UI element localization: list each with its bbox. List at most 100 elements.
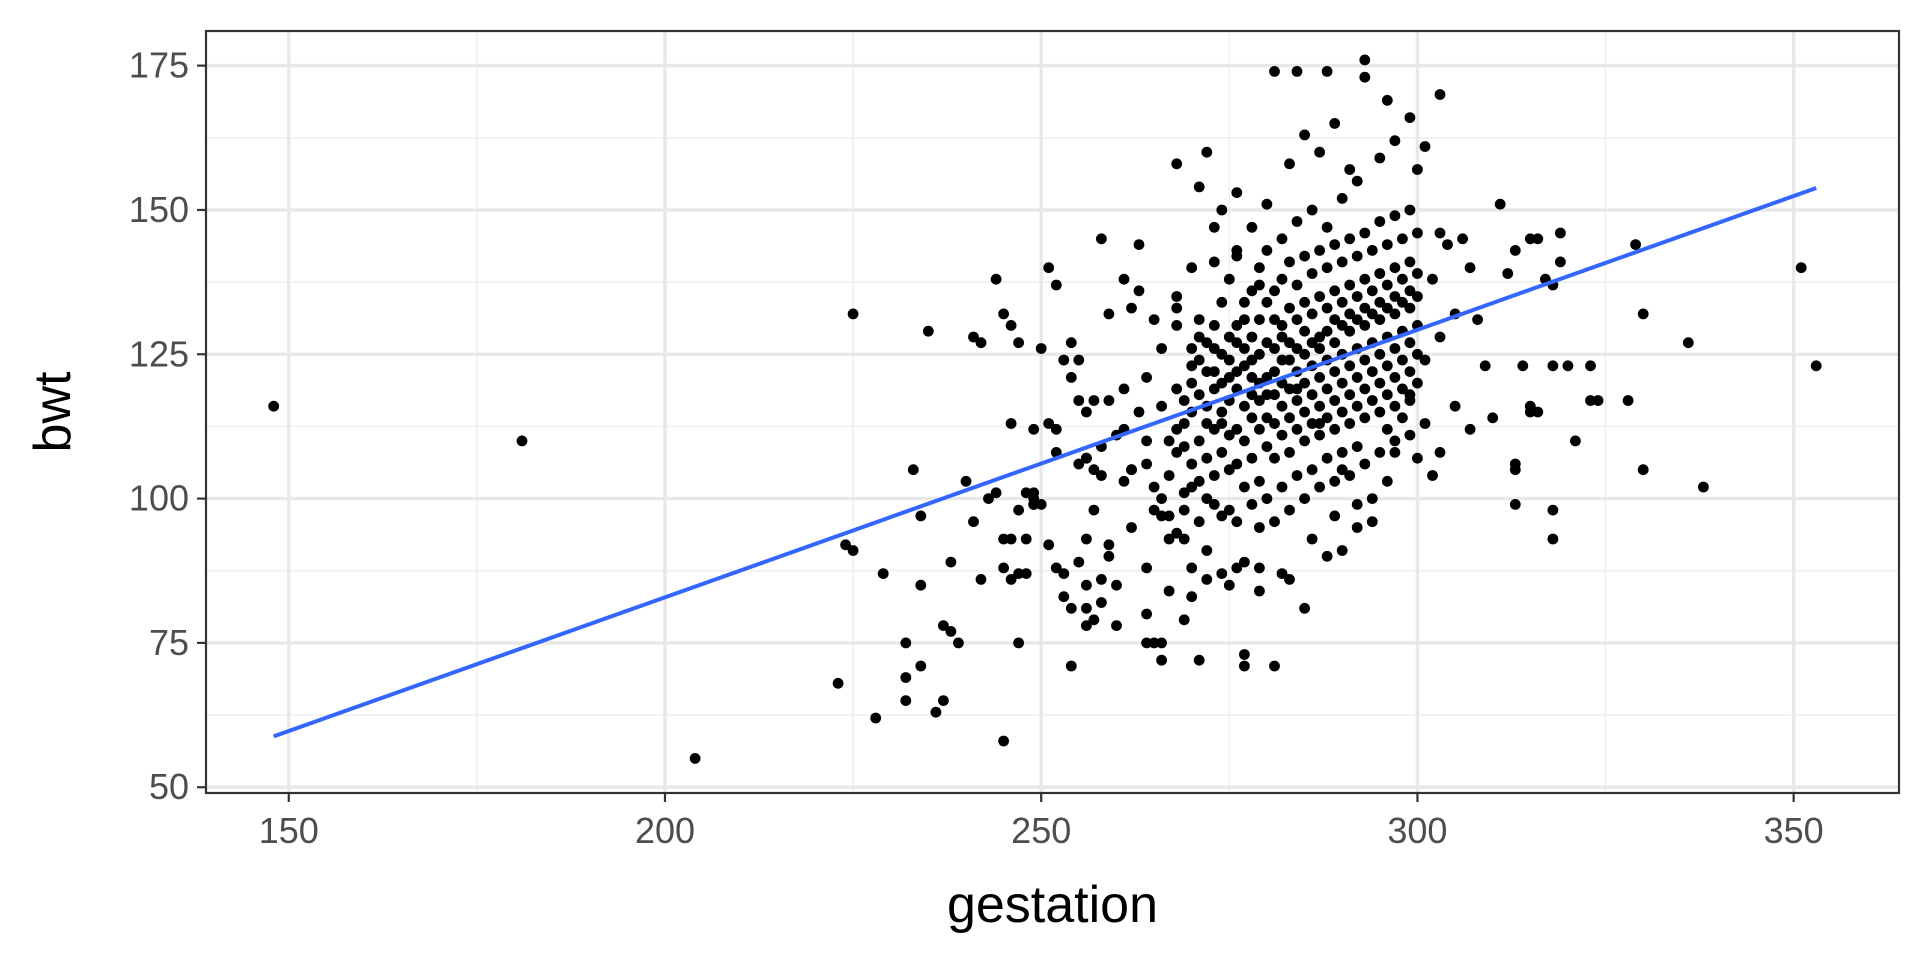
data-point [1412,164,1423,175]
data-point [1261,198,1273,210]
data-point [1103,308,1115,320]
data-point [1381,423,1393,435]
data-point [1231,245,1243,256]
y-tick-label: 100 [129,478,189,519]
data-point [1344,360,1356,372]
data-point [1622,395,1634,406]
y-axis-ticks: 50 75 100 125 150 175 [129,45,206,807]
data-point [1065,660,1077,672]
data-point [1555,227,1566,239]
data-point [1276,233,1288,245]
data-point [1284,412,1295,424]
data-point [1088,395,1100,406]
data-point [1314,331,1325,343]
data-point [1186,458,1198,470]
data-point [1412,377,1423,389]
data-point [1254,522,1265,533]
data-point [1171,302,1183,314]
data-point [1178,395,1190,406]
data-point [1073,556,1085,568]
data-point [1208,320,1220,331]
data-point [1389,343,1401,354]
data-point [1193,475,1205,487]
data-point [1223,372,1235,383]
data-point [1216,377,1228,389]
data-point [1231,562,1243,574]
data-point [1163,533,1175,545]
data-point [1389,262,1401,274]
data-point [960,475,972,487]
data-point [1397,233,1408,245]
data-point [1434,447,1446,458]
data-point [1186,343,1198,354]
data-point [1231,366,1243,377]
data-points [268,54,1822,764]
data-point [1005,320,1017,331]
data-point [1163,510,1175,522]
data-point [1381,475,1393,487]
data-point [1419,354,1431,366]
data-point [1344,233,1356,245]
data-point [1186,360,1198,372]
data-point [1314,429,1325,441]
data-point [1314,418,1325,429]
data-point [1329,475,1341,487]
data-point [1254,262,1265,274]
data-point [1141,458,1152,470]
data-point [1284,337,1295,349]
data-point [1013,337,1024,349]
data-point [1043,418,1055,429]
data-point [1156,510,1167,522]
data-point [1223,354,1235,366]
data-point [1374,314,1386,325]
data-point [990,487,1002,499]
data-point [847,545,859,556]
data-point [1096,470,1107,481]
data-point [1186,562,1198,574]
x-tick-label: 150 [259,810,319,851]
data-point [1193,654,1205,666]
data-point [1231,337,1243,349]
data-point [1329,510,1341,522]
data-point [1502,268,1514,279]
data-point [998,735,1009,747]
data-point [1141,562,1152,574]
data-point [1156,637,1167,649]
data-point [1404,337,1416,349]
data-point [1156,654,1167,666]
data-point [1254,314,1265,325]
data-point [1171,423,1183,435]
data-point [1208,256,1220,268]
data-point [1404,204,1416,216]
data-point [1261,441,1273,452]
data-point [1163,585,1175,597]
data-point [1336,447,1348,458]
data-point [1239,660,1250,672]
data-point [998,533,1009,545]
data-point [1171,320,1183,331]
data-point [1306,533,1318,545]
data-point [1081,620,1092,631]
data-point [1035,343,1047,354]
data-point [1178,487,1190,499]
data-point [1261,493,1273,504]
data-point [847,308,859,320]
data-point [1359,320,1371,331]
data-point [1404,112,1416,123]
data-point [1013,568,1024,579]
data-point [1321,66,1333,77]
data-point [1201,366,1213,377]
data-point [938,695,949,706]
data-point [1065,337,1077,349]
data-point [1306,464,1318,476]
data-point [1254,279,1265,291]
data-point [1239,481,1250,493]
data-point [1389,372,1401,383]
data-point [1351,400,1363,412]
data-point [1193,181,1205,193]
data-point [1050,423,1062,435]
data-point [1284,383,1295,395]
data-point [1336,406,1348,418]
data-point [1246,354,1258,366]
data-point [1291,216,1303,227]
